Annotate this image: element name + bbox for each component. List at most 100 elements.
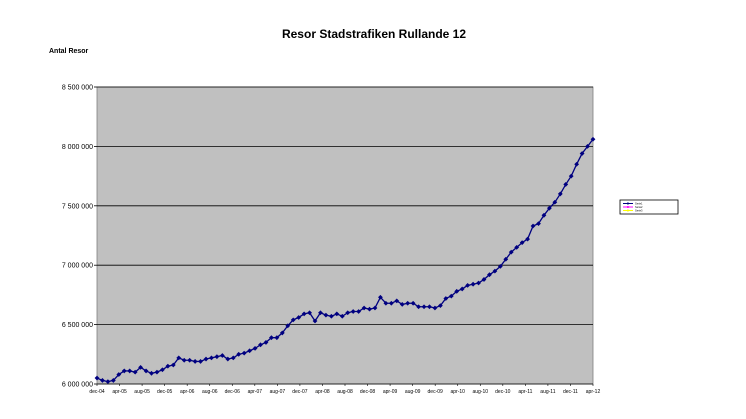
data-point bbox=[318, 310, 323, 316]
data-point bbox=[492, 268, 498, 274]
data-point bbox=[427, 304, 432, 310]
data-point bbox=[552, 199, 558, 205]
data-point bbox=[519, 240, 525, 246]
data-point bbox=[383, 300, 389, 306]
data-point bbox=[328, 313, 334, 319]
plot-area bbox=[96, 86, 594, 385]
data-point bbox=[279, 330, 285, 336]
data-point bbox=[590, 136, 596, 142]
data-point bbox=[432, 305, 438, 311]
data-point bbox=[219, 353, 225, 358]
data-point bbox=[399, 302, 405, 307]
data-point bbox=[421, 304, 427, 310]
data-point bbox=[127, 368, 133, 374]
chart-title: Resor Stadstrafiken Rullande 12 bbox=[282, 27, 466, 41]
data-point bbox=[503, 256, 509, 262]
data-point bbox=[356, 309, 362, 314]
x-tick-label: apr-11 bbox=[518, 389, 532, 395]
y-tick-label: 8 000 000 bbox=[62, 144, 93, 151]
data-point bbox=[290, 317, 296, 323]
x-tick-label: dec-07 bbox=[292, 389, 308, 395]
x-tick-label: aug-10 bbox=[472, 389, 488, 395]
data-point bbox=[448, 293, 454, 299]
data-point bbox=[459, 286, 465, 292]
data-point bbox=[339, 313, 345, 319]
data-point bbox=[334, 311, 340, 317]
x-tick-label: dec-05 bbox=[157, 389, 173, 395]
data-point bbox=[574, 161, 580, 167]
data-point bbox=[345, 310, 351, 316]
data-point bbox=[437, 303, 443, 308]
data-point bbox=[296, 315, 302, 320]
data-point bbox=[203, 356, 209, 362]
data-point bbox=[176, 355, 182, 361]
x-tick-label: aug-09 bbox=[405, 389, 421, 395]
legend-label: Serie2 bbox=[635, 205, 643, 209]
data-point bbox=[143, 368, 149, 374]
data-point bbox=[388, 300, 394, 306]
data-point bbox=[465, 282, 471, 288]
legend-marker bbox=[627, 206, 629, 208]
data-point bbox=[258, 342, 263, 348]
data-point bbox=[160, 367, 165, 373]
data-point bbox=[269, 335, 274, 341]
data-point bbox=[454, 288, 460, 294]
data-point bbox=[301, 311, 307, 317]
data-point bbox=[568, 173, 574, 179]
data-point bbox=[285, 323, 291, 329]
data-point bbox=[410, 300, 416, 306]
data-point bbox=[530, 223, 536, 229]
data-point bbox=[525, 236, 530, 242]
gridlines bbox=[97, 86, 593, 326]
data-point bbox=[154, 369, 160, 375]
data-point bbox=[241, 350, 247, 356]
x-tick-label: apr-09 bbox=[383, 389, 398, 395]
data-point bbox=[514, 244, 520, 250]
data-point bbox=[236, 351, 242, 357]
data-point bbox=[209, 355, 214, 361]
data-point bbox=[563, 182, 569, 187]
data-point bbox=[481, 277, 487, 282]
data-point bbox=[557, 191, 563, 197]
x-tick-label: aug-08 bbox=[337, 389, 353, 395]
x-tick-label: dec-10 bbox=[495, 389, 511, 395]
data-point bbox=[110, 378, 116, 383]
data-point bbox=[170, 362, 176, 368]
legend-marker bbox=[627, 209, 629, 212]
data-point bbox=[378, 294, 383, 300]
legend-box bbox=[619, 199, 679, 215]
data-point bbox=[405, 300, 411, 306]
y-axis: 6 000 000 6 500 000 7 000 000 7 500 000 8 00… bbox=[62, 85, 97, 389]
data-point bbox=[274, 335, 280, 341]
x-tick-label: aug-05 bbox=[134, 389, 150, 395]
data-point bbox=[132, 369, 138, 375]
data-point bbox=[138, 364, 144, 370]
data-point bbox=[579, 151, 585, 156]
data-point bbox=[192, 359, 198, 364]
data-point bbox=[443, 296, 449, 301]
data-point bbox=[165, 363, 171, 369]
data-point bbox=[94, 375, 100, 381]
data-point bbox=[487, 272, 492, 278]
series-group bbox=[94, 136, 596, 385]
x-tick-label: dec-11 bbox=[563, 389, 578, 395]
x-tick-label: aug-11 bbox=[540, 389, 555, 395]
data-point bbox=[307, 310, 312, 316]
data-point bbox=[536, 221, 541, 227]
data-point bbox=[105, 379, 111, 385]
data-point bbox=[541, 212, 547, 218]
data-point bbox=[585, 144, 590, 149]
x-tick-label: dec-09 bbox=[428, 389, 444, 395]
x-tick-label: apr-08 bbox=[315, 389, 330, 395]
x-tick-label: apr-05 bbox=[112, 389, 127, 395]
data-point bbox=[312, 318, 318, 324]
data-point bbox=[121, 368, 127, 374]
data-point bbox=[247, 348, 253, 354]
x-tick-label: apr-12 bbox=[586, 389, 601, 395]
y-tick-label: 6 000 000 bbox=[62, 382, 93, 389]
data-point bbox=[350, 309, 356, 314]
data-point bbox=[198, 359, 203, 364]
legend-label: Serie1 bbox=[635, 201, 643, 205]
